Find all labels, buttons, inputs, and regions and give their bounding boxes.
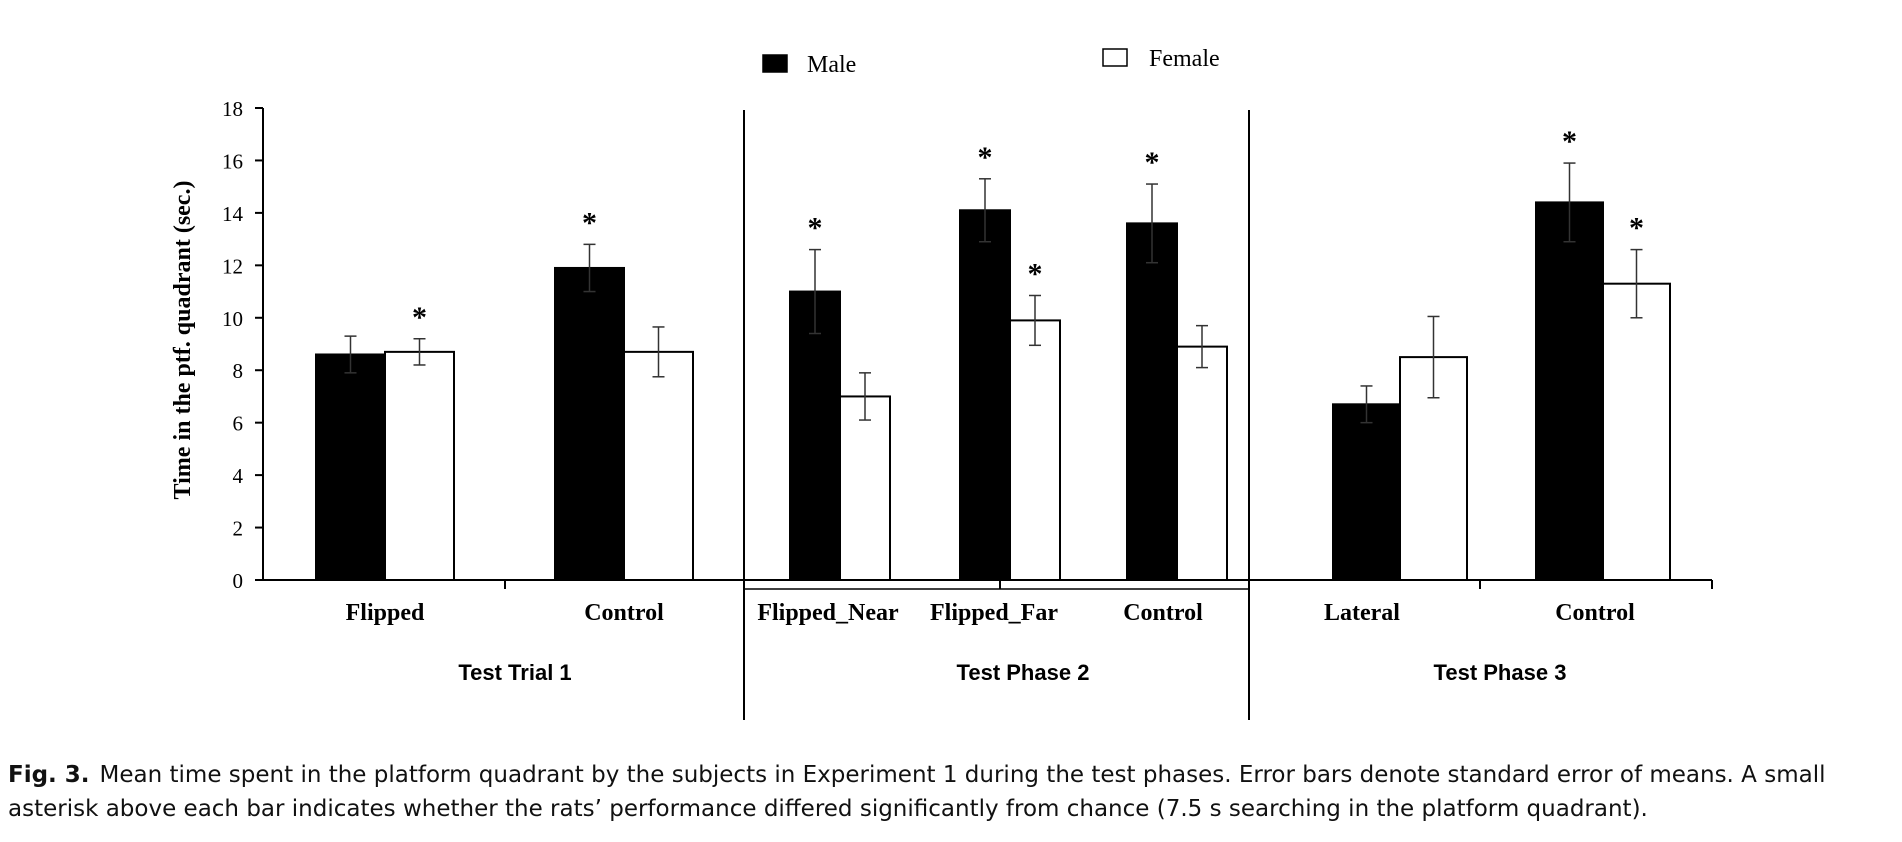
caption-text: Mean time spent in the platform quadrant… xyxy=(8,762,1826,822)
y-ticks: 0 2 4 6 8 10 12 14 16 18 xyxy=(222,97,263,593)
y-tick-label: 16 xyxy=(222,149,243,173)
group-labels: Test Trial 1 Test Phase 2 Test Phase 3 xyxy=(458,660,1566,685)
figure-caption: Fig. 3. Mean time spent in the platform q… xyxy=(8,758,1894,826)
x-category-label: Flipped xyxy=(346,600,425,626)
x-category-label: Flipped_Far xyxy=(930,600,1058,626)
legend-label-female: Female xyxy=(1149,46,1220,72)
legend: Male Female xyxy=(762,46,1220,78)
caption-label: Fig. 3. xyxy=(8,762,90,788)
significance-asterisk: * xyxy=(1145,146,1160,179)
x-labels: Flipped Control Flipped_Near Flipped_Far Con… xyxy=(346,600,1635,626)
bar-female-6 xyxy=(1602,282,1671,581)
significance-asterisk: * xyxy=(1562,125,1577,158)
x-category-label: Lateral xyxy=(1324,600,1400,626)
group-label: Test Trial 1 xyxy=(458,660,571,685)
bar-female-0 xyxy=(384,350,455,581)
bar-female-1 xyxy=(623,350,694,581)
bar-female-4 xyxy=(1176,345,1228,581)
significance-asterisk: * xyxy=(582,206,597,239)
y-tick-label: 8 xyxy=(233,359,244,383)
x-category-label: Control xyxy=(584,600,664,626)
bar-female-2 xyxy=(839,395,891,582)
bar-male-6 xyxy=(1535,201,1604,581)
significance-asterisk: * xyxy=(1629,212,1644,245)
bar-female-5 xyxy=(1399,356,1468,581)
y-tick-label: 12 xyxy=(222,254,243,278)
axes xyxy=(262,108,1713,720)
y-tick-label: 6 xyxy=(233,412,244,436)
bar-male-5 xyxy=(1332,403,1401,581)
y-tick-label: 10 xyxy=(222,307,243,331)
group-label: Test Phase 3 xyxy=(1434,660,1567,685)
bar-chart: Male Female Time in the ptf. quadrant (s… xyxy=(170,46,1713,720)
y-tick-label: 14 xyxy=(222,202,244,226)
x-category-label: Control xyxy=(1555,600,1635,626)
x-category-label: Control xyxy=(1123,600,1203,626)
significance-asterisk: * xyxy=(808,212,823,245)
bar-female-3 xyxy=(1009,319,1061,581)
significance-asterisk: * xyxy=(1028,257,1043,290)
bar-male-2 xyxy=(789,290,841,581)
bar-male-3 xyxy=(959,209,1011,581)
y-axis-label: Time in the ptf. quadrant (sec.) xyxy=(170,181,196,500)
bar-male-1 xyxy=(554,266,625,581)
y-tick-label: 4 xyxy=(233,464,244,488)
significance-asterisk: * xyxy=(978,141,993,174)
bar-male-0 xyxy=(315,353,386,581)
group-label: Test Phase 2 xyxy=(957,660,1090,685)
legend-swatch-female xyxy=(1102,48,1128,67)
y-tick-label: 0 xyxy=(233,569,244,593)
bars: * * * * * * * * xyxy=(315,125,1671,582)
legend-label-male: Male xyxy=(807,52,856,78)
bar-male-4 xyxy=(1126,222,1178,581)
significance-asterisk: * xyxy=(412,301,427,334)
legend-swatch-male xyxy=(762,54,788,73)
y-tick-label: 2 xyxy=(233,517,244,541)
x-category-label: Flipped_Near xyxy=(757,600,899,626)
y-tick-label: 18 xyxy=(222,97,243,121)
